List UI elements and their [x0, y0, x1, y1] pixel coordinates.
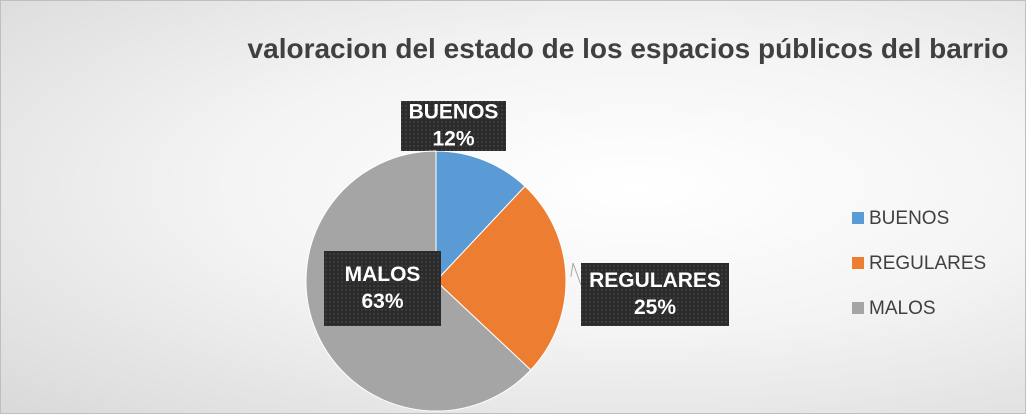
data-label-box	[324, 251, 441, 326]
data-label-value: 12%	[432, 128, 474, 151]
data-label-name: BUENOS	[409, 101, 499, 124]
data-label-value: 25%	[634, 296, 676, 319]
legend-swatch	[852, 212, 864, 224]
legend-label: BUENOS	[869, 208, 949, 229]
leader-line	[570, 262, 582, 286]
data-label-name: MALOS	[345, 263, 421, 286]
pie-slice	[435, 185, 567, 371]
chart-title: valoracion del estado de los espacios pú…	[247, 33, 1009, 64]
pie-slice	[435, 150, 526, 283]
legend-swatch	[852, 302, 864, 314]
data-label-box	[401, 101, 506, 151]
data-label-box	[581, 263, 729, 326]
data-label-name: REGULARES	[589, 269, 721, 292]
legend-label: REGULARES	[869, 253, 986, 274]
data-label-value: 63%	[361, 290, 403, 313]
legend-label: MALOS	[869, 298, 936, 319]
legend-swatch	[852, 257, 864, 269]
